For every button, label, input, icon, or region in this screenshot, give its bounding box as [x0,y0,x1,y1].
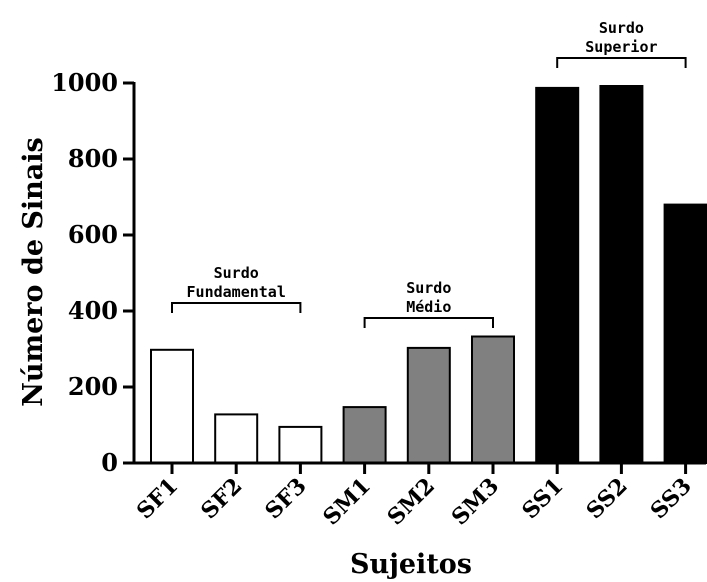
group-label-1-line-2: Fundamental [187,283,286,301]
group-label-3-line-2: Superior [585,38,657,56]
group-label-2-line-1: Surdo [406,279,451,297]
bar-sf1 [150,348,194,464]
bar-sm2 [406,346,451,464]
x-tick-label-sf2: SF2 [196,473,247,524]
x-tick-label-sm2: SM2 [382,473,440,531]
y-tick-label-600: 600 [68,220,118,249]
x-tick-label-sm1: SM1 [318,473,376,531]
x-tick-label-sm3: SM3 [447,473,505,531]
group-label-1-line-1: Surdo [214,264,259,282]
y-tick-label-1000: 1000 [51,68,118,97]
bar-ss3 [663,203,707,464]
x-tick-label-ss3: SS3 [646,473,697,524]
bar-sm1 [342,406,387,465]
x-tick-label-ss1: SS1 [517,473,568,524]
y-tick-label-200: 200 [68,372,118,401]
y-tick-label-0: 0 [101,448,118,477]
y-tick-label-800: 800 [68,144,118,173]
bar-sf3 [278,425,323,464]
x-tick-label-ss2: SS2 [581,473,632,524]
y-axis-title: Número de Sinais [18,137,49,407]
x-tick-label-sf3: SF3 [260,473,311,524]
bar-ss2 [599,85,644,464]
group-bracket-1 [171,302,302,313]
group-bracket-2 [363,317,494,328]
group-label-2-line-2: Médio [406,298,451,316]
x-tick-label-sf1: SF1 [132,473,183,524]
bar-sm3 [471,335,515,464]
x-axis-title: Sujeitos [350,549,472,580]
group-bracket-3 [556,57,687,68]
group-label-3-line-1: Surdo [599,19,644,37]
bar-ss1 [535,86,580,465]
y-tick-label-400: 400 [68,296,118,325]
bar-sf2 [214,413,259,464]
